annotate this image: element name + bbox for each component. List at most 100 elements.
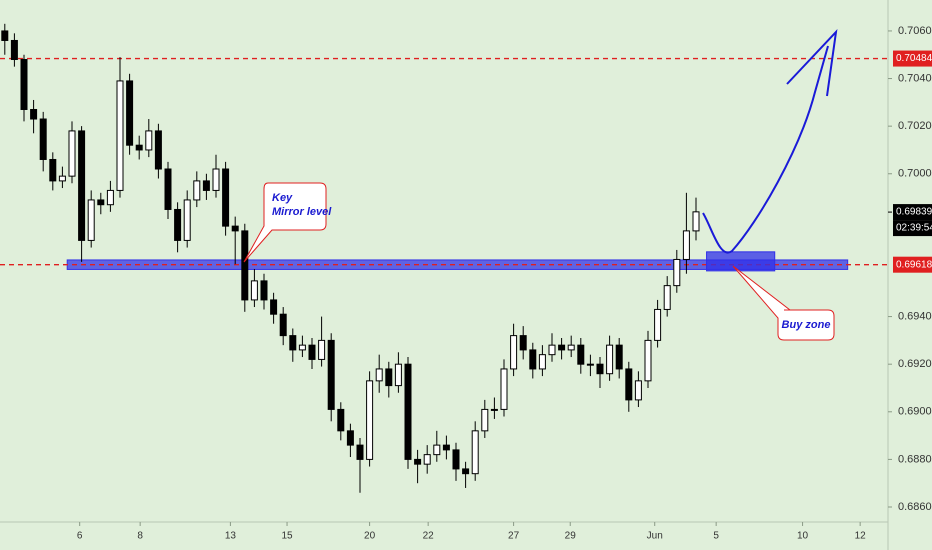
candle-body [634,380,642,401]
candle-body [500,368,508,410]
x-tick-label: 29 [565,531,577,542]
candle-body [558,344,566,351]
price-level-label: 0.69618 [896,259,932,270]
candle-body [58,175,66,182]
drawn-arrow [702,45,829,254]
x-tick-label: 15 [281,531,293,542]
candle-body [126,80,134,146]
candle-body [260,280,268,301]
candle-body [10,39,18,61]
candle-body [289,335,297,351]
candle-body [212,168,220,191]
candle-body [49,158,57,182]
candle-body [529,349,537,370]
x-tick-label: 12 [855,531,867,542]
candle-body [154,130,162,170]
countdown-tag [893,220,932,237]
candle-body [567,344,575,351]
drawn-arrow-head [786,29,838,97]
candle-body [663,285,671,310]
candle-body [183,199,191,241]
x-tick-label: 6 [77,531,83,542]
candle-body [222,168,230,227]
x-tick-label: 13 [225,531,237,542]
candle-body [1,30,9,41]
candle-body [356,444,364,460]
candle-body [615,344,623,370]
candle-body [366,380,374,460]
candle-body [318,339,326,360]
candle-body [68,130,76,177]
candle-body [673,258,681,287]
candle-body [116,80,124,191]
candle-body [87,199,95,241]
candle-body [692,211,700,232]
annotation-text: Buy zone [782,319,831,331]
candle-body [78,130,86,241]
candle-body [39,118,47,160]
candle-body [385,368,393,387]
candle-body [231,225,239,232]
candle-body [538,354,546,370]
candle-body [414,458,422,465]
x-tick-label: 22 [423,531,435,542]
candle-body [164,168,172,210]
candle-body [106,189,114,206]
candle-body [30,108,38,120]
plot-area [0,23,888,493]
candle-body [270,299,278,315]
candle-body [135,144,143,151]
candle-body [298,344,306,351]
annotation-text: Key [272,192,293,204]
candle-body [202,180,210,191]
candle-body [442,444,450,451]
x-tick-label: 10 [797,531,809,542]
candle-body [241,230,249,301]
candle-body [394,363,402,387]
price-level-tag [893,256,932,273]
callout-box [732,265,835,341]
candle-body [145,130,153,151]
candle-body [346,430,354,446]
candle-body [250,280,258,301]
candle-body [375,368,383,382]
candle-body [174,208,182,241]
x-tick-label: 5 [713,531,719,542]
candle-body [682,230,690,260]
last-price-label: 0.69839 [896,207,932,218]
candle-body [20,59,28,110]
price-level-tag [893,50,932,67]
last-price-tag [893,204,932,221]
x-tick-label: 20 [364,531,376,542]
countdown-label: 02:39:54 [896,223,932,234]
candle-body [337,408,345,432]
y-tick-label: 0.70600 [898,25,932,37]
candle-body [596,363,604,375]
candle-body [490,408,498,411]
annotation-text: Mirror level [272,206,332,218]
candle-body [404,363,412,460]
candle-body [606,344,614,375]
candle-body [193,180,201,201]
x-tick-label: 27 [508,531,520,542]
candle-body [423,454,431,465]
candle-body [462,468,470,475]
price-level-label: 0.70484 [896,53,932,64]
candle-body [548,344,556,356]
candle-body [481,408,489,432]
candle-body [433,444,441,456]
candle-body [452,449,460,470]
candle-body [510,335,518,370]
zone [706,251,776,272]
candle-body [97,199,105,206]
